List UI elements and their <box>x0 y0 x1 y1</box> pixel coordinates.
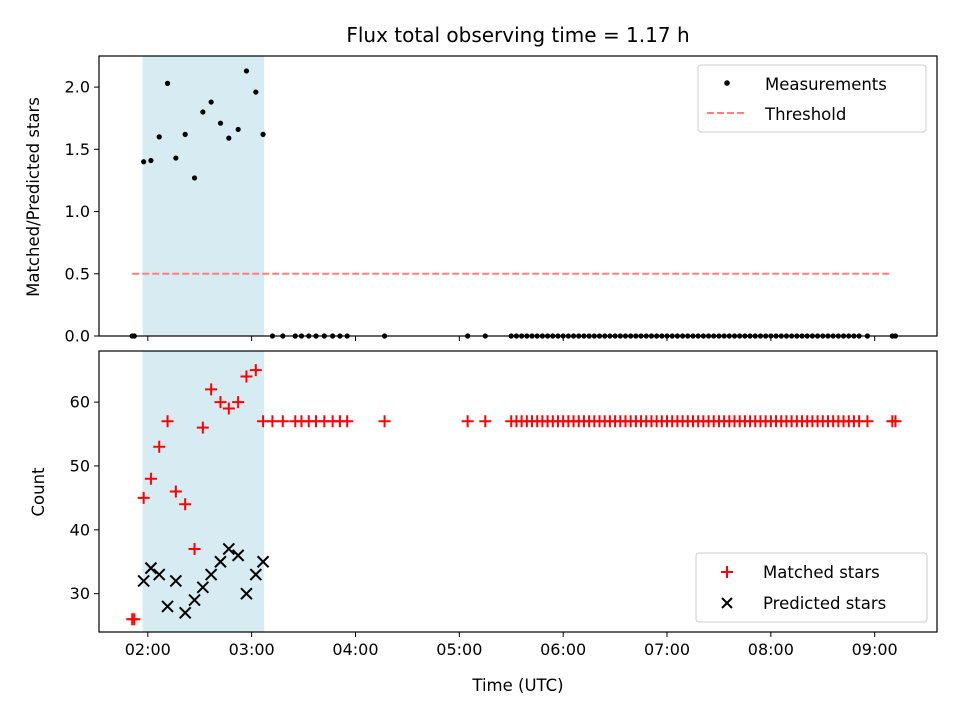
top-measurement-point <box>191 175 198 181</box>
predicted-star-point <box>214 555 227 568</box>
top-panel: 0.0 0.5 1.0 1.5 2.0 <box>65 55 938 346</box>
predicted-star-point <box>188 593 201 607</box>
top-measurement-point <box>156 134 162 140</box>
matched-star-point <box>222 402 235 415</box>
chart-title: Flux total observing time = 1.17 h <box>346 23 689 47</box>
legend-measurements-label: Measurements <box>765 75 887 94</box>
predicted-star-point <box>144 561 158 575</box>
legend-measurements-marker <box>724 80 730 86</box>
top-measurement-point <box>217 120 224 126</box>
top-legend: Measurements Threshold <box>697 64 927 133</box>
top-measurement-point <box>182 131 188 137</box>
top-measurement-point <box>243 68 250 74</box>
top-y-tick-label: 1.0 <box>65 202 90 221</box>
matched-star-point <box>188 542 201 555</box>
top-y-tick-label: 0.5 <box>65 264 90 283</box>
matched-star-point <box>153 440 166 453</box>
bottom-y-tick-label: 40 <box>70 520 90 539</box>
predicted-star-point <box>169 574 183 588</box>
bottom-y-tick-label: 30 <box>70 584 90 603</box>
top-observing-window <box>142 56 265 336</box>
top-measurement-point <box>141 159 147 165</box>
legend-predicted-label: Predicted stars <box>763 594 886 613</box>
top-y-axis-label: Matched/Predicted stars <box>24 97 43 297</box>
legend-matched-marker <box>721 566 733 578</box>
matched-star-point <box>276 415 289 428</box>
bottom-y-axis-label: Count <box>29 467 48 517</box>
bottom-y-tick-label: 50 <box>70 456 90 475</box>
x-axis-label: Time (UTC) <box>471 676 563 695</box>
predicted-star-point <box>256 555 270 568</box>
legend-predicted-marker <box>721 597 733 609</box>
matched-star-point <box>169 485 182 498</box>
predicted-star-point <box>222 542 236 556</box>
predicted-star-point <box>231 549 245 562</box>
legend-threshold-label: Threshold <box>764 105 846 124</box>
matched-star-point <box>249 364 262 377</box>
top-measurement-point <box>253 89 259 95</box>
legend-matched-label: Matched stars <box>763 563 880 582</box>
matched-star-point <box>137 491 150 504</box>
x-tick-label: 07:00 <box>644 640 690 659</box>
matched-star-point <box>266 415 279 428</box>
matched-star-point <box>205 383 218 396</box>
matched-star-point <box>144 472 157 485</box>
predicted-star-point <box>178 606 192 620</box>
matched-star-point <box>196 421 209 434</box>
top-measurement-point <box>148 157 154 164</box>
predicted-star-point <box>196 581 210 594</box>
top-measurement-point <box>164 80 171 86</box>
top-y-tick-label: 2.0 <box>65 78 90 97</box>
bottom-legend-box <box>695 552 928 623</box>
predicted-star-point <box>161 600 174 613</box>
top-legend-box <box>697 64 927 133</box>
top-measurement-point <box>200 109 206 115</box>
top-y-tick-label: 1.5 <box>65 140 90 159</box>
bottom-axes-frame <box>98 350 938 633</box>
x-tick-label: 09:00 <box>852 640 898 659</box>
matched-star-point <box>240 370 253 383</box>
predicted-star-point <box>137 574 150 588</box>
matched-star-point <box>161 415 174 428</box>
x-tick-label: 02:00 <box>125 640 171 659</box>
matched-star-point <box>232 396 245 409</box>
predicted-star-point <box>240 587 253 600</box>
x-tick-label: 04:00 <box>332 640 378 659</box>
matched-star-point <box>378 415 391 428</box>
matched-star-point <box>179 498 192 511</box>
matched-star-point <box>861 415 874 428</box>
top-measurement-point <box>173 155 179 161</box>
x-tick-label: 05:00 <box>436 640 482 659</box>
bottom-legend: Matched stars Predicted stars <box>695 552 928 623</box>
matched-star-point <box>479 415 492 428</box>
predicted-star-point <box>153 568 166 581</box>
x-tick-label: 06:00 <box>540 640 586 659</box>
bottom-y-tick-label: 60 <box>70 393 90 412</box>
matched-star-point <box>128 613 141 626</box>
matched-star-point <box>341 415 354 428</box>
bottom-panel: 30 40 50 60 02:00 03:00 04:00 05:00 06:00 07:00 08… <box>70 350 938 659</box>
top-measurement-point <box>260 131 266 137</box>
predicted-star-point <box>204 568 218 581</box>
top-measurement-point <box>226 135 232 141</box>
bottom-observing-window <box>142 351 265 632</box>
top-measurement-point <box>235 126 241 133</box>
top-measurement-point <box>208 99 214 105</box>
top-y-tick-label: 0.0 <box>65 327 90 346</box>
matched-star-point <box>461 415 474 428</box>
x-tick-label: 03:00 <box>229 640 275 659</box>
matched-star-point <box>889 415 902 428</box>
predicted-star-point <box>249 568 263 581</box>
x-tick-label: 08:00 <box>748 640 794 659</box>
matched-star-point <box>214 396 227 409</box>
top-axes-frame <box>98 55 938 337</box>
